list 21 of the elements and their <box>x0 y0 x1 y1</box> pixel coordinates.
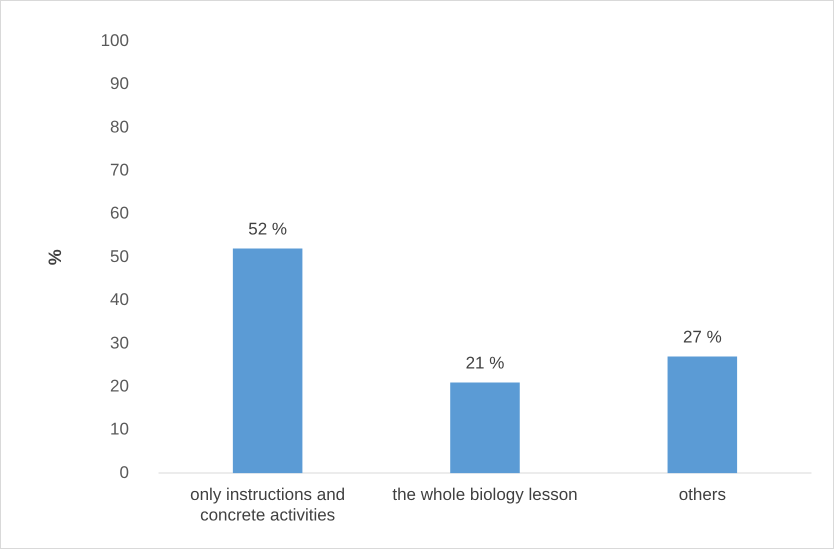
data-label: 27 % <box>682 328 722 347</box>
bar <box>668 356 738 474</box>
data-label: 52 % <box>248 220 288 239</box>
y-tick-label: 60 <box>110 204 129 223</box>
bar <box>450 382 520 474</box>
bar <box>232 248 302 474</box>
data-label: 21 % <box>466 354 504 373</box>
y-tick-label: 30 <box>110 333 129 352</box>
x-tick-label: only instructions and concrete activities <box>190 485 346 524</box>
y-tick-label: 10 <box>110 420 129 439</box>
y-tick-label: 80 <box>110 117 129 136</box>
y-tick-label: 0 <box>119 462 129 482</box>
x-tick-label: the whole biology lesson <box>392 485 578 504</box>
x-tick-label: others <box>678 485 726 504</box>
y-axis-title: % <box>44 249 65 266</box>
y-tick-label: 90 <box>110 74 129 94</box>
y-tick-label: 50 <box>110 246 129 266</box>
y-tick-label: 100 <box>100 30 129 50</box>
y-tick-label: 40 <box>110 290 129 310</box>
y-tick-label: 20 <box>110 376 129 396</box>
y-tick-label: 70 <box>110 160 129 180</box>
